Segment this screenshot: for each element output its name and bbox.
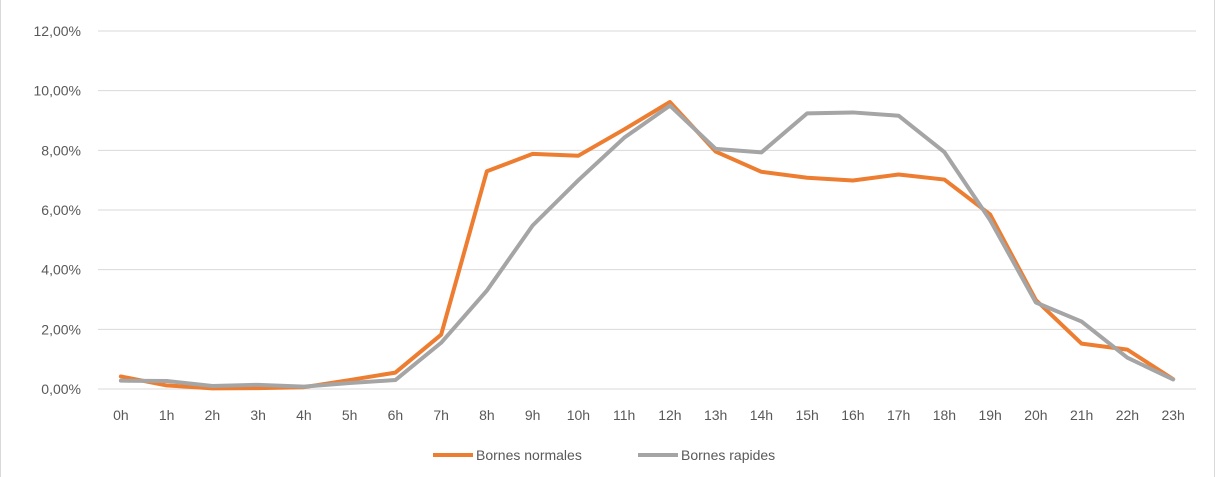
x-tick-label: 4h (296, 407, 312, 423)
x-tick-label: 17h (887, 407, 910, 423)
legend-item-bornes-rapides: Bornes rapides (638, 447, 775, 463)
legend-item-bornes-normales: Bornes normales (433, 447, 582, 463)
series-line-bornes-rapides (118, 103, 1176, 389)
x-tick-label: 8h (479, 407, 495, 423)
x-tick-label: 19h (978, 407, 1001, 423)
y-tick-label: 6,00% (41, 202, 81, 218)
x-tick-label: 10h (567, 407, 590, 423)
x-tick-label: 13h (704, 407, 727, 423)
legend: Bornes normales Bornes rapides (433, 447, 775, 463)
x-tick-label: 1h (159, 407, 175, 423)
x-tick-label: 6h (388, 407, 404, 423)
x-axis-tick-labels: 0h 1h 2h 3h 4h 5h 6h 7h 8h 9h 10h 11h 12h 13h 14h 15h 16… (113, 407, 1185, 423)
y-tick-label: 12,00% (34, 23, 81, 39)
x-tick-label: 20h (1024, 407, 1047, 423)
y-tick-label: 0,00% (41, 381, 81, 397)
x-tick-label: 0h (113, 407, 129, 423)
x-tick-label: 12h (658, 407, 681, 423)
x-tick-label: 3h (250, 407, 266, 423)
x-tick-label: 5h (342, 407, 358, 423)
x-tick-label: 9h (525, 407, 541, 423)
legend-label: Bornes rapides (681, 447, 775, 463)
series-bornes-rapides (118, 103, 1176, 389)
series-line-bornes-normales (118, 100, 1176, 391)
legend-label: Bornes normales (476, 447, 582, 463)
series-bornes-normales (118, 100, 1176, 391)
y-tick-label: 4,00% (41, 262, 81, 278)
x-tick-label: 21h (1070, 407, 1093, 423)
y-tick-label: 2,00% (41, 321, 81, 337)
x-tick-label: 18h (933, 407, 956, 423)
x-tick-label: 2h (205, 407, 221, 423)
x-tick-label: 11h (613, 407, 635, 423)
x-tick-label: 23h (1161, 407, 1184, 423)
x-tick-label: 14h (750, 407, 773, 423)
y-axis-tick-labels: 0,00% 2,00% 4,00% 6,00% 8,00% 10,00% 12,00% (34, 23, 81, 397)
x-tick-label: 15h (795, 407, 818, 423)
gridlines (98, 30, 1196, 390)
x-tick-label: 22h (1116, 407, 1139, 423)
x-tick-label: 7h (433, 407, 449, 423)
y-tick-label: 10,00% (34, 83, 81, 99)
series-lines (118, 100, 1176, 391)
x-tick-label: 16h (841, 407, 864, 423)
y-tick-label: 8,00% (41, 142, 81, 158)
